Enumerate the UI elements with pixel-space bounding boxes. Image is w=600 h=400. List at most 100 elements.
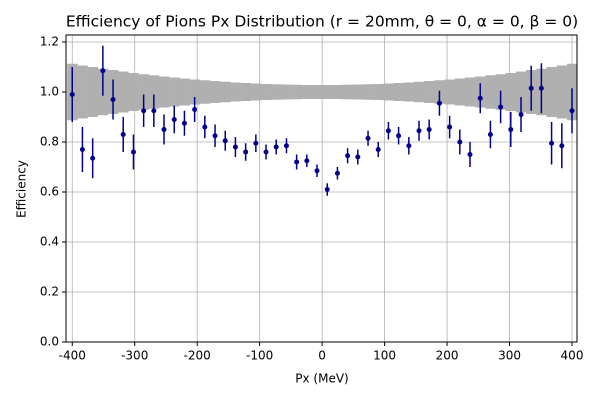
band-step xyxy=(454,78,466,106)
point xyxy=(171,117,177,122)
band-step xyxy=(546,67,557,117)
point xyxy=(69,92,75,97)
band-step xyxy=(362,84,374,100)
band-step xyxy=(209,81,221,103)
band-step xyxy=(199,80,211,104)
point xyxy=(385,128,391,134)
point xyxy=(222,138,228,144)
band-step xyxy=(87,67,99,117)
point xyxy=(253,140,259,146)
band-step xyxy=(301,85,313,99)
point xyxy=(120,132,126,137)
band-step xyxy=(179,78,190,106)
point xyxy=(273,144,279,150)
band-step xyxy=(281,84,292,100)
y-tick-label: 0.2 xyxy=(40,285,59,299)
point xyxy=(365,135,371,141)
band-step xyxy=(515,71,527,113)
y-tick-label: 0.8 xyxy=(40,135,59,149)
band-step xyxy=(322,85,333,99)
point xyxy=(416,128,422,134)
band-step xyxy=(342,84,354,100)
point xyxy=(508,127,514,132)
point xyxy=(345,153,351,159)
band-step xyxy=(260,84,272,100)
band-step xyxy=(189,79,201,105)
point xyxy=(498,104,504,110)
point xyxy=(334,170,340,176)
band-step xyxy=(393,83,404,101)
band-step xyxy=(556,65,568,119)
x-tick-label: 300 xyxy=(498,349,521,363)
point xyxy=(426,127,432,132)
band-step xyxy=(332,85,343,99)
band-step xyxy=(413,81,425,103)
band-step xyxy=(424,81,435,103)
point xyxy=(232,144,238,150)
point xyxy=(549,140,555,146)
point xyxy=(161,127,167,132)
point xyxy=(314,168,320,174)
band-step xyxy=(138,74,150,110)
band-step xyxy=(505,73,517,111)
point xyxy=(436,100,442,106)
point xyxy=(487,132,493,137)
point xyxy=(355,154,361,160)
x-tick-label: -100 xyxy=(246,349,273,363)
point xyxy=(304,158,310,164)
x-axis-label: Px (MeV) xyxy=(295,372,348,386)
point xyxy=(243,149,249,155)
point xyxy=(518,112,524,117)
point xyxy=(447,124,453,130)
x-tick-label: 100 xyxy=(373,349,396,363)
band-step xyxy=(464,77,476,107)
point xyxy=(181,120,187,126)
band-step xyxy=(485,75,496,109)
point xyxy=(263,149,269,155)
point xyxy=(396,133,402,139)
point xyxy=(283,143,289,149)
band-step xyxy=(383,83,394,101)
band-step xyxy=(148,75,160,109)
point xyxy=(130,149,136,155)
band-step xyxy=(291,84,303,100)
band-step xyxy=(373,84,384,100)
band-step xyxy=(444,79,456,105)
y-axis-label: Efficiency xyxy=(15,160,29,218)
point xyxy=(406,143,412,149)
y-tick-label: 0.0 xyxy=(40,335,59,349)
point xyxy=(559,143,565,149)
point xyxy=(569,108,575,114)
point xyxy=(538,85,544,91)
point xyxy=(375,147,381,152)
band-step xyxy=(169,77,180,107)
x-tick-label: -400 xyxy=(59,349,86,363)
band-step xyxy=(240,83,252,101)
point xyxy=(202,124,208,130)
point xyxy=(477,95,483,101)
x-tick-label: 200 xyxy=(436,349,459,363)
x-tick-label: -300 xyxy=(121,349,148,363)
point xyxy=(528,85,534,91)
point xyxy=(467,152,473,157)
band-step xyxy=(118,71,129,113)
y-tick-label: 1.0 xyxy=(40,85,59,99)
band-step xyxy=(403,82,415,102)
point xyxy=(141,108,147,114)
y-tick-label: 0.6 xyxy=(40,185,59,199)
point xyxy=(212,133,218,139)
point xyxy=(457,139,463,145)
point xyxy=(110,97,116,102)
band-step xyxy=(128,73,139,111)
point xyxy=(79,147,85,152)
point xyxy=(100,68,106,74)
band-step xyxy=(77,65,88,119)
x-tick-label: -200 xyxy=(184,349,211,363)
band-step xyxy=(311,85,323,99)
point xyxy=(324,187,330,192)
point xyxy=(90,155,96,161)
band-step xyxy=(250,83,262,101)
chart-title: Efficiency of Pions Px Distribution (r =… xyxy=(66,13,578,31)
x-tick-label: 400 xyxy=(561,349,584,363)
